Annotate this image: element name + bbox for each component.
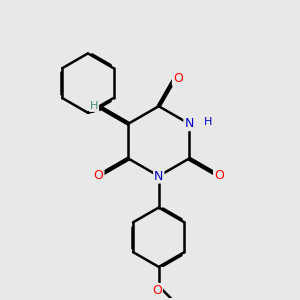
Text: O: O (152, 284, 162, 297)
Text: N: N (184, 117, 194, 130)
Text: O: O (173, 72, 183, 85)
Text: N: N (154, 169, 164, 183)
Text: H: H (90, 101, 98, 111)
Text: H: H (204, 117, 212, 127)
Text: O: O (214, 169, 224, 182)
Text: O: O (94, 169, 103, 182)
